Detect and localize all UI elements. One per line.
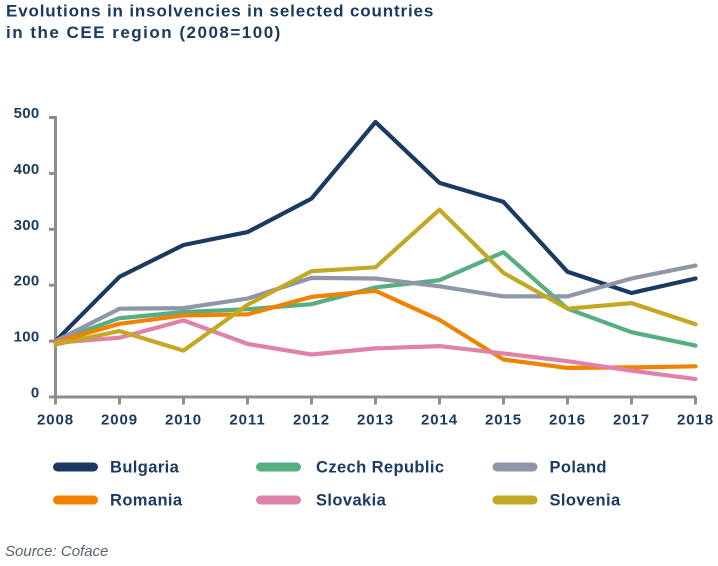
svg-text:2015: 2015 — [485, 412, 522, 429]
svg-text:2008: 2008 — [37, 412, 74, 429]
svg-text:Evolutions in insolvencies in: Evolutions in insolvencies in selected c… — [6, 2, 434, 21]
svg-text:Czech Republic: Czech Republic — [316, 459, 444, 477]
svg-text:Slovenia: Slovenia — [550, 492, 621, 510]
svg-text:2018: 2018 — [677, 412, 714, 429]
svg-text:2013: 2013 — [357, 412, 394, 429]
svg-text:200: 200 — [14, 273, 40, 290]
svg-text:300: 300 — [14, 217, 40, 234]
svg-text:Romania: Romania — [110, 492, 183, 510]
svg-text:2011: 2011 — [229, 412, 265, 429]
svg-text:Bulgaria: Bulgaria — [110, 459, 180, 477]
svg-text:100: 100 — [14, 329, 40, 346]
svg-text:2009: 2009 — [101, 412, 138, 429]
svg-text:2012: 2012 — [293, 412, 330, 429]
svg-text:2016: 2016 — [549, 412, 586, 429]
svg-text:2014: 2014 — [421, 412, 458, 429]
svg-text:2010: 2010 — [165, 412, 202, 429]
svg-text:2017: 2017 — [613, 412, 650, 429]
svg-text:0: 0 — [31, 385, 40, 402]
svg-text:Slovakia: Slovakia — [316, 492, 387, 510]
svg-text:in the CEE region (2008=100): in the CEE region (2008=100) — [6, 23, 282, 42]
svg-text:Poland: Poland — [550, 459, 607, 477]
svg-text:Source: Coface: Source: Coface — [5, 543, 108, 560]
svg-text:500: 500 — [14, 105, 40, 122]
svg-text:400: 400 — [14, 161, 40, 178]
